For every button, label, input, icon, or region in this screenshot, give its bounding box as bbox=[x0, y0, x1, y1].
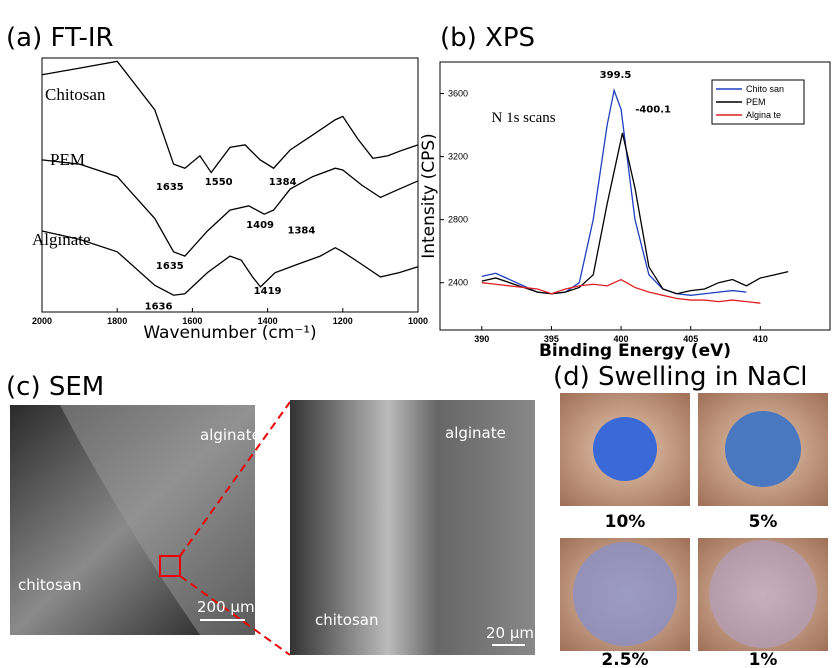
scale-label: 20 µm bbox=[486, 624, 534, 642]
x-axis-label: Wavenumber (cm⁻¹) bbox=[143, 323, 316, 343]
x-tick-label: 2000 bbox=[32, 316, 52, 326]
dish bbox=[698, 538, 828, 651]
x-tick-label: 1800 bbox=[107, 316, 127, 326]
annotation: 399.5 bbox=[600, 70, 632, 81]
x-tick-label: 410 bbox=[753, 334, 768, 344]
y-tick-label: 3200 bbox=[448, 152, 468, 162]
image-label: alginate bbox=[200, 426, 261, 444]
annotation: 1635 bbox=[156, 261, 184, 272]
y-axis-label: Intensity (CPS) bbox=[419, 133, 439, 259]
legend-label: Chito san bbox=[746, 84, 784, 94]
dish bbox=[560, 393, 690, 506]
series-line bbox=[482, 133, 788, 294]
annotation: -400.1 bbox=[635, 104, 671, 115]
caption: 10% bbox=[605, 512, 646, 532]
dish bbox=[698, 393, 828, 506]
legend-label: Algina te bbox=[746, 110, 781, 120]
annotation: 1384 bbox=[269, 177, 297, 188]
series-label: Chitosan bbox=[45, 85, 106, 104]
series-label: Alginate bbox=[32, 230, 91, 249]
caption: 5% bbox=[749, 512, 778, 532]
caption: 1% bbox=[749, 650, 778, 668]
y-tick-label: 2800 bbox=[448, 215, 468, 225]
y-tick-label: 3600 bbox=[448, 89, 468, 99]
dish bbox=[560, 538, 690, 651]
series-line bbox=[42, 160, 418, 256]
scale-label: 200 µm bbox=[197, 598, 255, 616]
y-tick-label: 2400 bbox=[448, 278, 468, 288]
annotation: 1384 bbox=[288, 225, 316, 236]
figure: (a) FT-IR (b) XPS (c) SEM (d) Swelling i… bbox=[0, 0, 840, 668]
panel-title: (c) SEM bbox=[6, 372, 104, 402]
annotation: 1550 bbox=[205, 177, 233, 188]
image-label: chitosan bbox=[18, 576, 82, 594]
legend-label: PEM bbox=[746, 97, 766, 107]
series-line bbox=[42, 61, 418, 172]
annotation: 1419 bbox=[254, 286, 282, 297]
x-tick-label: 390 bbox=[474, 334, 489, 344]
series-label: PEM bbox=[50, 150, 85, 169]
annotation: N 1s scans bbox=[491, 110, 555, 126]
caption: 2.5% bbox=[601, 650, 648, 668]
image-label: chitosan bbox=[315, 611, 379, 629]
x-axis-label: Binding Energy (eV) bbox=[539, 341, 731, 361]
x-tick-label: 1000 bbox=[408, 316, 428, 326]
annotation: 1635 bbox=[156, 182, 184, 193]
panel-title: (a) FT-IR bbox=[6, 23, 114, 53]
image-label: alginate bbox=[445, 424, 506, 442]
series-line bbox=[42, 231, 418, 295]
x-tick-label: 1200 bbox=[333, 316, 353, 326]
annotation: 1636 bbox=[145, 301, 173, 312]
panel-title: (b) XPS bbox=[440, 23, 535, 53]
annotation: 1409 bbox=[246, 220, 274, 231]
panel-title: (d) Swelling in NaCl bbox=[553, 362, 807, 392]
